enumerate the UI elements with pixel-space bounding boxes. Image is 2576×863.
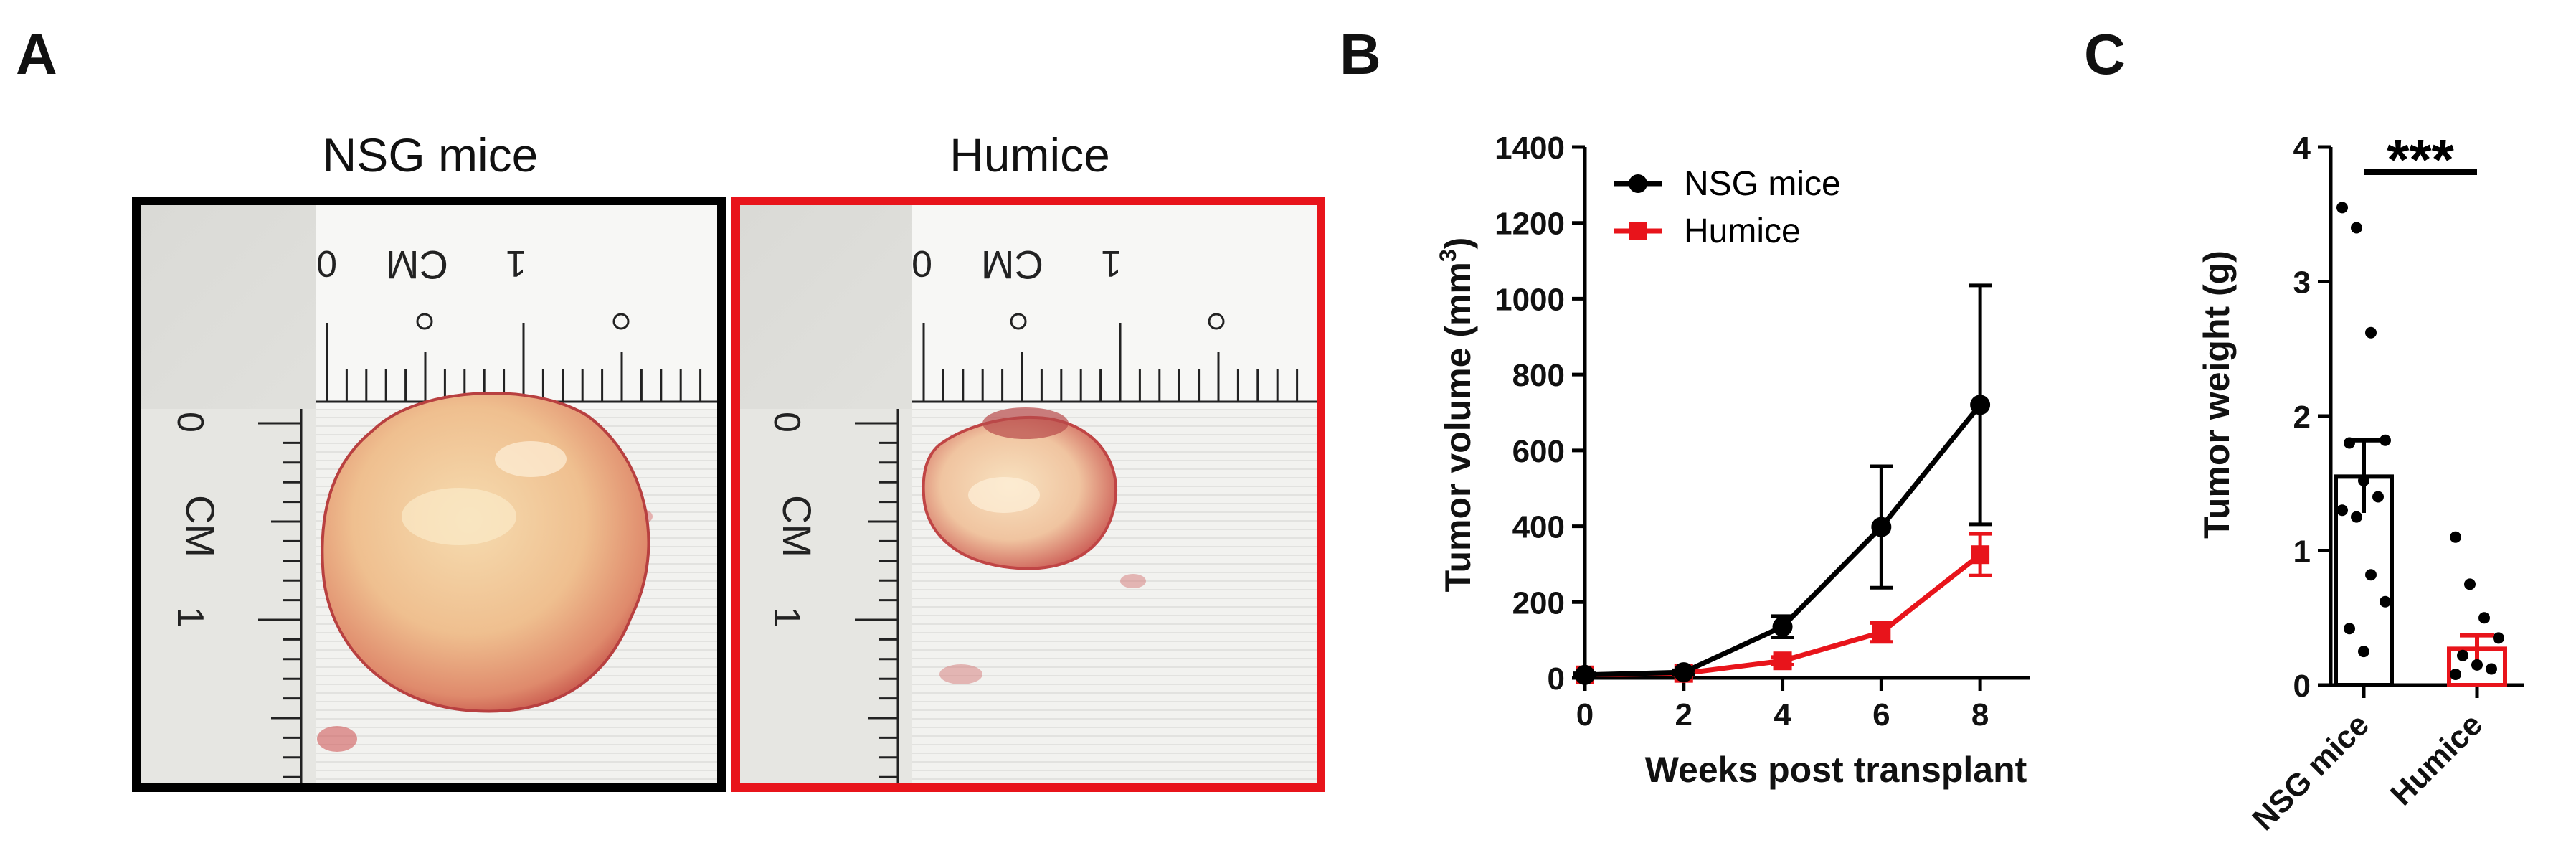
tumor-nsg — [321, 392, 650, 713]
ruler-label-one: 1 — [506, 242, 526, 284]
panel-letter-c: C — [2084, 22, 2126, 86]
ruler-vertical-label-one: 1 — [766, 607, 808, 628]
photo-title-humice: Humice — [950, 128, 1110, 181]
ruler-vertical-label-zero: 0 — [766, 412, 808, 433]
ruler-label-zero: 0 — [316, 242, 337, 284]
ruler-label-one: 1 — [1101, 242, 1122, 284]
photo-title-nsg: NSG mice — [322, 128, 539, 181]
panel-letter-a: A — [16, 22, 57, 86]
ruler-label-zero: 0 — [911, 242, 932, 284]
ruler-horizontal-ticks — [922, 323, 1299, 402]
ruler-vertical-ticks — [258, 422, 301, 778]
ruler-vertical-label-cm: CM — [775, 495, 820, 557]
photo-nsg: CM 0 1 CM 0 1 — [132, 197, 726, 792]
ruler-vertical-ticks — [855, 422, 898, 778]
ruler-label-cm: CM — [981, 242, 1043, 288]
photo-humice: CM 0 1 CM 0 1 — [731, 197, 1325, 792]
ruler-label-cm: CM — [386, 242, 448, 288]
panel-letter-b: B — [1340, 22, 1381, 86]
ruler-vertical-label-one: 1 — [169, 607, 211, 628]
ruler-vertical-label-cm: CM — [178, 495, 223, 557]
ruler-horizontal-ticks — [326, 323, 702, 402]
ruler-vertical-label-zero: 0 — [169, 412, 211, 433]
